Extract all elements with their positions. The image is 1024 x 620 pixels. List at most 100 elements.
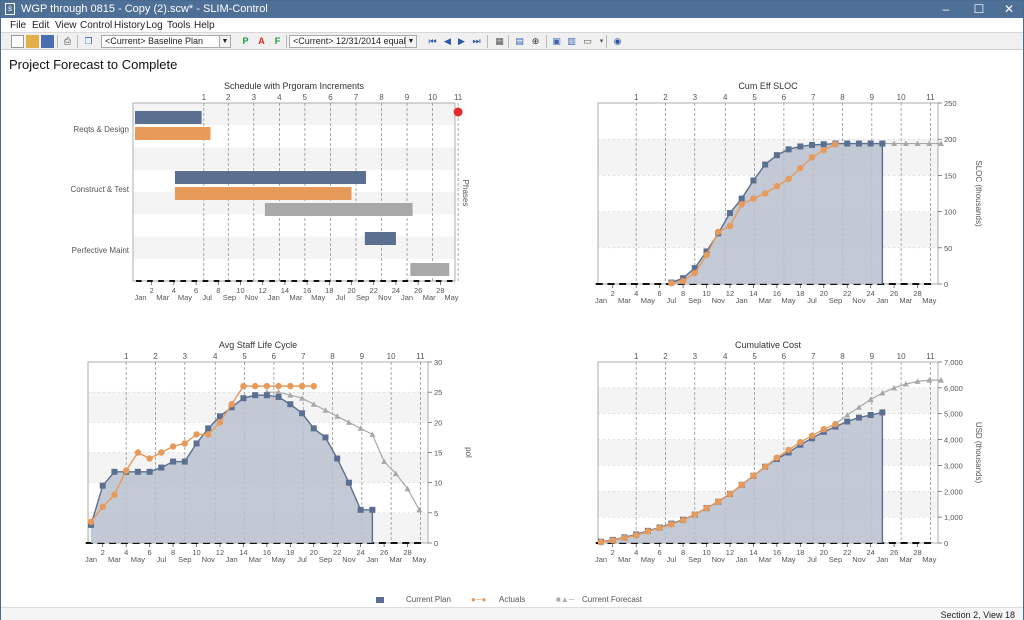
actuals-point bbox=[656, 524, 663, 532]
month-label: 14 bbox=[239, 548, 247, 557]
layout-icon[interactable]: ▭ bbox=[583, 36, 592, 46]
folder-view-icon[interactable]: ▤ bbox=[515, 36, 524, 46]
copy-icon[interactable]: ❐ bbox=[84, 36, 93, 46]
menu-file[interactable]: File bbox=[10, 20, 27, 31]
month-label: Sep bbox=[688, 555, 701, 564]
increment-label: 10 bbox=[897, 352, 906, 361]
last-icon[interactable]: ⏭ bbox=[472, 36, 481, 46]
forecast-f-button[interactable]: F bbox=[274, 36, 281, 46]
actuals-point bbox=[275, 382, 282, 390]
date-weight-value: <Current> 12/31/2014 equal weigh bbox=[293, 36, 416, 46]
forecast-line bbox=[835, 379, 941, 425]
phase-label: Construct & Test bbox=[70, 185, 129, 194]
background-band bbox=[133, 103, 455, 126]
forecast-point bbox=[404, 485, 411, 492]
y-tick-label: 5 bbox=[434, 509, 438, 518]
month-label: Jan bbox=[226, 555, 238, 564]
forecast-point bbox=[926, 140, 933, 147]
actuals-point bbox=[797, 438, 804, 446]
actuals-point bbox=[715, 228, 722, 236]
background-band bbox=[133, 147, 455, 170]
date-weight-combo[interactable]: <Current> 12/31/2014 equal weigh ▼ bbox=[289, 35, 417, 48]
plan-point bbox=[867, 140, 874, 147]
report-icon[interactable]: ▥ bbox=[567, 36, 576, 46]
plan-point bbox=[275, 393, 282, 400]
target-icon[interactable]: ⊕ bbox=[531, 36, 540, 46]
dropdown-arrow-icon[interactable]: ▾ bbox=[599, 38, 604, 45]
open-folder-icon[interactable] bbox=[26, 35, 39, 48]
increment-label: 11 bbox=[926, 352, 935, 361]
forecast-point bbox=[275, 389, 282, 395]
month-label: 8 bbox=[171, 548, 175, 557]
legend-forecast-swatch: ■▲─ bbox=[556, 595, 575, 604]
increment-label: 9 bbox=[870, 93, 875, 102]
month-label: Nov bbox=[712, 555, 726, 564]
month-label: May bbox=[131, 555, 145, 564]
actuals-point bbox=[609, 537, 616, 544]
increment-label: 4 bbox=[723, 93, 728, 102]
plan-point bbox=[99, 482, 106, 489]
chart-view-icon[interactable]: ▣ bbox=[552, 36, 561, 46]
month-label: Jan bbox=[366, 555, 378, 564]
forecast-point bbox=[844, 412, 851, 418]
actuals-a-button[interactable]: A bbox=[258, 36, 265, 46]
forecast-point bbox=[310, 401, 317, 407]
month-label: 18 bbox=[796, 548, 804, 557]
maximize-button[interactable]: ☐ bbox=[973, 2, 985, 16]
y-tick-label: 15 bbox=[434, 449, 442, 458]
month-label: Jan bbox=[135, 293, 147, 302]
menu-tools[interactable]: Tools bbox=[167, 20, 191, 31]
month-label: 10 bbox=[702, 548, 710, 557]
plan-p-button[interactable]: P bbox=[242, 36, 249, 46]
baseline-plan-value: <Current> Baseline Plan bbox=[105, 36, 204, 46]
month-label: Jul bbox=[667, 555, 677, 564]
actuals-point bbox=[750, 472, 757, 479]
actuals-point bbox=[287, 382, 294, 390]
menu-control[interactable]: Control bbox=[80, 20, 113, 31]
print-icon[interactable]: ⎙ bbox=[63, 36, 72, 46]
month-label: 4 bbox=[124, 548, 128, 557]
plan-point bbox=[134, 468, 141, 475]
month-label: 8 bbox=[681, 289, 685, 298]
actuals-point bbox=[240, 382, 247, 390]
menu-history[interactable]: History bbox=[114, 20, 146, 31]
previous-icon[interactable]: ◀ bbox=[444, 36, 451, 46]
month-label: 2 bbox=[101, 548, 105, 557]
menu-edit[interactable]: Edit bbox=[32, 20, 50, 31]
month-label: May bbox=[922, 296, 936, 305]
menu-help[interactable]: Help bbox=[194, 20, 215, 31]
y-tick-label: 10 bbox=[434, 479, 442, 488]
first-icon[interactable]: ⏮ bbox=[428, 36, 437, 46]
actuals-point bbox=[263, 382, 271, 390]
increment-label: 6 bbox=[782, 93, 787, 102]
actuals-point bbox=[750, 195, 757, 202]
close-button[interactable]: ✕ bbox=[1003, 2, 1015, 16]
month-label: Mar bbox=[108, 555, 121, 564]
help-icon[interactable]: ◉ bbox=[613, 36, 622, 46]
increment-label: 5 bbox=[752, 93, 757, 102]
next-icon[interactable]: ▶ bbox=[458, 36, 465, 46]
month-label: Jan bbox=[736, 296, 748, 305]
month-label: 14 bbox=[281, 286, 289, 295]
forecast-point bbox=[938, 140, 944, 147]
save-icon[interactable] bbox=[41, 35, 54, 48]
month-label: Sep bbox=[319, 555, 332, 564]
grid-icon[interactable]: ▦ bbox=[495, 36, 504, 46]
menu-view[interactable]: View bbox=[55, 20, 77, 31]
increment-label: 4 bbox=[213, 352, 218, 361]
month-label: 16 bbox=[773, 548, 781, 557]
increment-label: 9 bbox=[360, 352, 365, 361]
new-file-icon[interactable] bbox=[11, 35, 24, 48]
month-label: May bbox=[311, 293, 325, 302]
baseline-plan-combo[interactable]: <Current> Baseline Plan ▼ bbox=[101, 35, 231, 48]
y-axis-label: USD (thousands) bbox=[974, 422, 983, 484]
plan-point bbox=[691, 265, 698, 272]
increment-label: 5 bbox=[242, 352, 247, 361]
increment-label: 5 bbox=[303, 93, 308, 102]
y-tick-label: 4,000 bbox=[944, 436, 963, 445]
menu-log[interactable]: Log bbox=[146, 20, 163, 31]
month-label: Jul bbox=[807, 296, 817, 305]
forecast-point bbox=[891, 140, 898, 147]
minimize-button[interactable]: – bbox=[942, 2, 950, 16]
